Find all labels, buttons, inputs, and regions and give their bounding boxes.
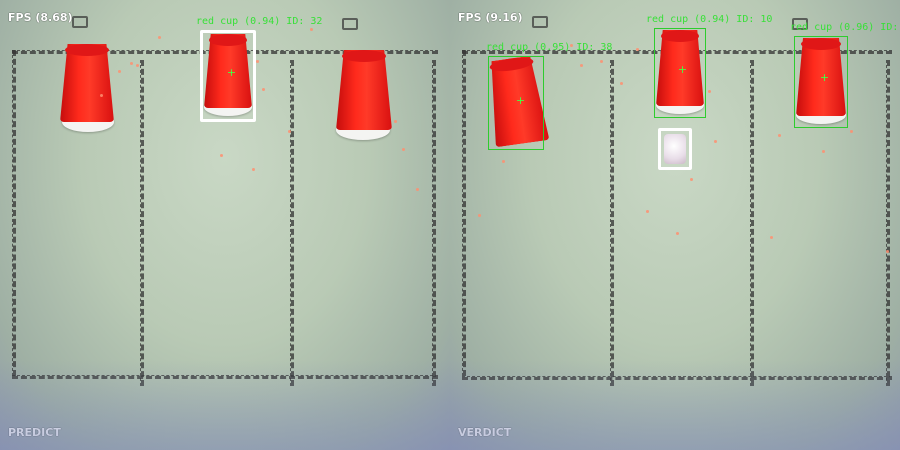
tripod-clip-icon (342, 18, 358, 30)
particle (100, 94, 103, 97)
red-cup (656, 30, 704, 116)
particle (770, 236, 773, 239)
particle (288, 130, 291, 133)
ping-pong-ball (664, 134, 686, 164)
detection-box (488, 56, 544, 150)
particle (478, 214, 481, 217)
red-cup (204, 34, 252, 118)
particle (850, 130, 853, 133)
particle (252, 168, 255, 171)
particle (690, 178, 693, 181)
red-cup (336, 50, 392, 142)
particle (580, 64, 583, 67)
grid-line (140, 60, 144, 386)
particle (714, 140, 717, 143)
crosshair-icon: + (819, 71, 830, 84)
mode-label: VERDICT (458, 426, 512, 439)
particle (136, 64, 139, 67)
tripod-clip-icon (72, 16, 88, 28)
red-cup (60, 44, 114, 134)
particle (636, 48, 639, 51)
red-cup (796, 38, 846, 126)
particle (130, 62, 133, 65)
particle (310, 28, 313, 31)
particle (394, 120, 397, 123)
detection-label: red cup (0.94) ID: 32 (196, 16, 323, 27)
fps-readout: FPS (8.68) (8, 11, 73, 24)
crosshair-icon: + (677, 63, 688, 76)
grid-line (750, 60, 754, 386)
detection-label: red cup (0.96) ID: 4 (790, 22, 898, 33)
grid-line (462, 376, 892, 380)
particle (220, 154, 223, 157)
particle (262, 88, 265, 91)
particle (570, 44, 573, 47)
particle (620, 82, 623, 85)
grid-line (432, 60, 436, 386)
particle (402, 148, 405, 151)
particle (676, 232, 679, 235)
grid-line (462, 50, 466, 376)
particle (778, 134, 781, 137)
predict-panel: FPS (8.68) red cup (0.94) ID: 32 (0, 0, 450, 450)
mode-label: PREDICT (8, 426, 61, 439)
particle (708, 90, 711, 93)
particle (118, 70, 121, 73)
grid-line (290, 60, 294, 386)
grid-line (12, 375, 438, 379)
highlight-box (200, 30, 256, 122)
grid-line (886, 60, 890, 386)
detection-box (794, 36, 848, 128)
particle (502, 160, 505, 163)
detection-label: red cup (0.95) ID: 38 (486, 42, 613, 53)
grid-line (12, 50, 16, 376)
grid-line (610, 60, 614, 386)
detection-box (654, 28, 706, 118)
fps-readout: FPS (9.16) (458, 11, 523, 24)
particle (822, 150, 825, 153)
particle (256, 60, 259, 63)
tripod-clip-icon (792, 18, 808, 30)
crosshair-icon: + (515, 94, 526, 107)
crosshair-icon: + (226, 66, 237, 79)
detection-label: red cup (0.94) ID: 10 (646, 14, 773, 25)
particle (158, 36, 161, 39)
particle (886, 250, 889, 253)
ball-highlight-box (658, 128, 692, 170)
tripod-clip-icon (532, 16, 548, 28)
particle (600, 60, 603, 63)
particle (646, 210, 649, 213)
particle (416, 188, 419, 191)
verdict-panel: FPS (9.16) red cup (0.95) ID: 38 + red c… (450, 0, 900, 450)
